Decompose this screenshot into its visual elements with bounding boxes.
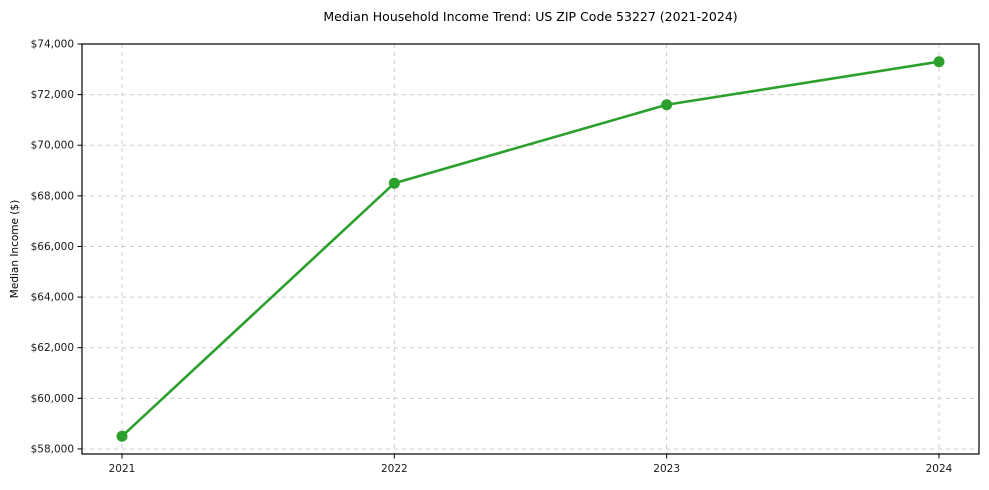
y-tick-label: $60,000 [31,393,74,405]
data-point-2021 [116,430,128,442]
x-tick-label: 2024 [926,463,953,475]
y-tick-label: $68,000 [31,190,74,202]
data-point-2024 [933,56,945,68]
y-tick-label: $72,000 [31,89,74,101]
y-tick-label: $58,000 [31,443,74,455]
x-tick-label: 2023 [653,463,680,475]
x-tick-label: 2022 [381,463,408,475]
x-tick-label: 2021 [109,463,136,475]
plot-border [81,43,980,455]
y-tick-label: $74,000 [31,39,74,51]
chart-title: Median Household Income Trend: US ZIP Co… [323,9,738,24]
y-tick-label: $66,000 [31,241,74,253]
y-tick-label: $64,000 [31,292,74,304]
y-tick-label: $70,000 [31,140,74,152]
trend-line [120,60,941,438]
y-tick-label: $62,000 [31,342,74,354]
data-point-2023 [661,99,673,111]
data-point-2022 [388,177,400,189]
